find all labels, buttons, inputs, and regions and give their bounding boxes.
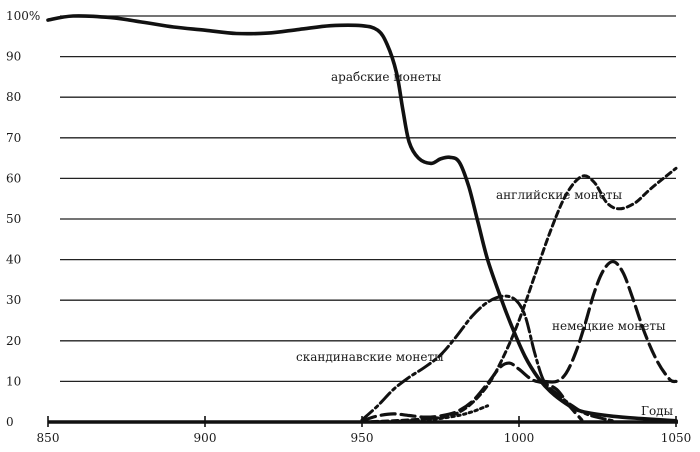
- y-tick-label: 0: [6, 415, 14, 429]
- y-tick-label: 50: [6, 212, 21, 226]
- grid-lines: [60, 15, 676, 383]
- series-label-german: немецкие монеты: [552, 319, 666, 333]
- series-label-english: английские монеты: [496, 188, 622, 202]
- x-tick-label: 850: [37, 431, 60, 445]
- y-tick-label: 90: [6, 50, 21, 64]
- series-minor-dashed: [360, 361, 584, 423]
- x-tick-label: 900: [194, 431, 217, 445]
- y-tick-label: 100%: [6, 9, 40, 23]
- series-english-coins: [360, 166, 678, 424]
- series-lines: [46, 14, 678, 424]
- series-scandinavian-coins: [360, 294, 615, 423]
- x-tick-label: 1000: [504, 431, 535, 445]
- y-tick-label: 20: [6, 334, 21, 348]
- series-label-scandinavian: скандинавские монеты: [296, 350, 444, 364]
- x-axis-label: Годы: [641, 404, 674, 418]
- y-tick-label: 70: [6, 131, 21, 145]
- series-minor-dotted: [360, 404, 490, 424]
- y-tick-label: 40: [6, 253, 21, 267]
- x-tick-label: 1050: [661, 431, 692, 445]
- y-tick-label: 10: [6, 374, 21, 388]
- y-tick-label: 60: [6, 171, 21, 185]
- x-tick-label: 950: [351, 431, 374, 445]
- y-tick-label: 80: [6, 90, 21, 104]
- y-tick-label: 30: [6, 293, 21, 307]
- series-label-arabic: арабские монеты: [331, 70, 442, 84]
- tick-labels: 850 900 950 1000 1050 0 10 20 30 40 50 60 70 80 90 100%: [6, 9, 691, 445]
- series-german-coins: [542, 260, 678, 384]
